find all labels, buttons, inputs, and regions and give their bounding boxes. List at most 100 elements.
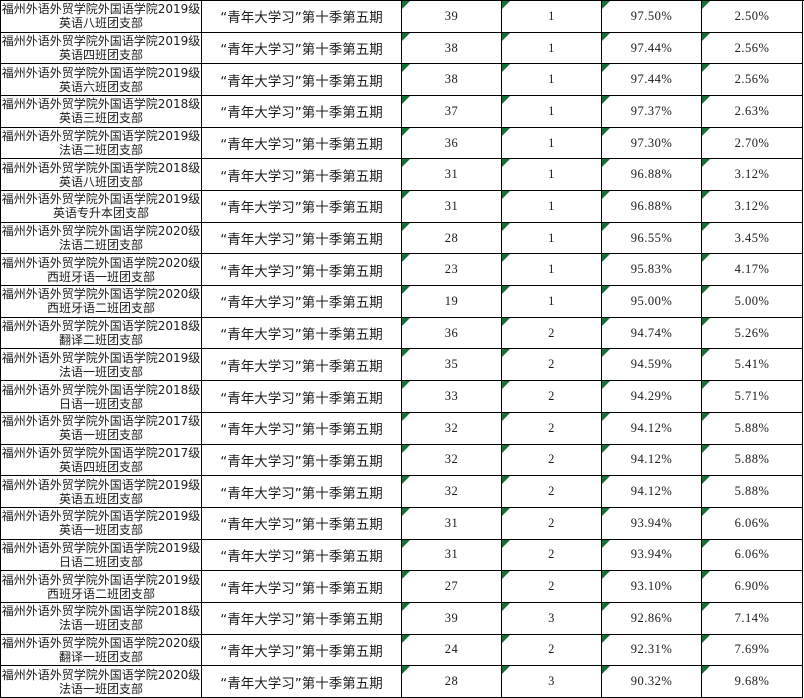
uncompleted-count-cell[interactable]: 1	[502, 96, 602, 128]
branch-name-cell[interactable]: 福州外语外贸学院外国语学院2019级 西班牙语二班团支部	[1, 571, 202, 603]
branch-name-cell[interactable]: 福州外语外贸学院外国语学院2019级 英语一班团支部	[1, 507, 202, 540]
uncompleted-count-cell[interactable]: 2	[502, 476, 602, 508]
completed-count-cell[interactable]: 31	[402, 539, 502, 572]
completion-rate-cell[interactable]: 97.50%	[602, 1, 702, 33]
completion-rate-cell[interactable]: 93.10%	[602, 571, 702, 603]
completed-count-cell[interactable]: 32	[402, 476, 502, 508]
completion-rate-cell[interactable]: 93.94%	[602, 539, 702, 572]
completed-count-cell[interactable]: 24	[402, 634, 502, 667]
uncompleted-rate-cell[interactable]: 7.14%	[702, 602, 803, 635]
branch-name-cell[interactable]: 福州外语外贸学院外国语学院2020级 西班牙语一班团支部	[1, 254, 202, 287]
completion-rate-cell[interactable]: 94.12%	[602, 444, 702, 477]
branch-name-cell[interactable]: 福州外语外贸学院外国语学院2018级 英语三班团支部	[1, 96, 202, 128]
study-period-cell[interactable]: “青年大学习”第十季第五期	[202, 444, 402, 477]
uncompleted-count-cell[interactable]: 2	[502, 381, 602, 413]
completion-rate-cell[interactable]: 94.29%	[602, 381, 702, 413]
study-period-cell[interactable]: “青年大学习”第十季第五期	[202, 539, 402, 572]
completed-count-cell[interactable]: 31	[402, 507, 502, 540]
study-period-cell[interactable]: “青年大学习”第十季第五期	[202, 254, 402, 287]
branch-name-cell[interactable]: 福州外语外贸学院外国语学院2020级 翻译一班团支部	[1, 634, 202, 667]
completion-rate-cell[interactable]: 94.12%	[602, 412, 702, 445]
completion-rate-cell[interactable]: 93.94%	[602, 507, 702, 540]
uncompleted-rate-cell[interactable]: 2.50%	[702, 1, 803, 33]
completed-count-cell[interactable]: 28	[402, 666, 502, 698]
completion-rate-cell[interactable]: 94.59%	[602, 349, 702, 382]
branch-name-cell[interactable]: 福州外语外贸学院外国语学院2019级 英语专升本团支部	[1, 191, 202, 223]
completed-count-cell[interactable]: 33	[402, 381, 502, 413]
branch-name-cell[interactable]: 福州外语外贸学院外国语学院2018级 法语一班团支部	[1, 602, 202, 635]
branch-name-cell[interactable]: 福州外语外贸学院外国语学院2020级 法语一班团支部	[1, 666, 202, 698]
completed-count-cell[interactable]: 31	[402, 159, 502, 192]
completed-count-cell[interactable]: 27	[402, 571, 502, 603]
study-period-cell[interactable]: “青年大学习”第十季第五期	[202, 222, 402, 255]
branch-name-cell[interactable]: 福州外语外贸学院外国语学院2019级 英语六班团支部	[1, 64, 202, 97]
uncompleted-count-cell[interactable]: 1	[502, 254, 602, 287]
branch-name-cell[interactable]: 福州外语外贸学院外国语学院2017级 英语一班团支部	[1, 412, 202, 445]
uncompleted-rate-cell[interactable]: 5.88%	[702, 444, 803, 477]
uncompleted-count-cell[interactable]: 2	[502, 349, 602, 382]
study-period-cell[interactable]: “青年大学习”第十季第五期	[202, 381, 402, 413]
completion-rate-cell[interactable]: 97.44%	[602, 32, 702, 65]
completion-rate-cell[interactable]: 95.00%	[602, 286, 702, 318]
uncompleted-rate-cell[interactable]: 6.06%	[702, 507, 803, 540]
uncompleted-rate-cell[interactable]: 4.17%	[702, 254, 803, 287]
study-period-cell[interactable]: “青年大学习”第十季第五期	[202, 507, 402, 540]
completed-count-cell[interactable]: 38	[402, 32, 502, 65]
uncompleted-rate-cell[interactable]: 7.69%	[702, 634, 803, 667]
completed-count-cell[interactable]: 39	[402, 602, 502, 635]
completed-count-cell[interactable]: 23	[402, 254, 502, 287]
study-period-cell[interactable]: “青年大学习”第十季第五期	[202, 1, 402, 33]
uncompleted-rate-cell[interactable]: 5.26%	[702, 317, 803, 350]
uncompleted-rate-cell[interactable]: 5.41%	[702, 349, 803, 382]
study-period-cell[interactable]: “青年大学习”第十季第五期	[202, 32, 402, 65]
branch-name-cell[interactable]: 福州外语外贸学院外国语学院2019级 英语五班团支部	[1, 476, 202, 508]
study-period-cell[interactable]: “青年大学习”第十季第五期	[202, 634, 402, 667]
branch-name-cell[interactable]: 福州外语外贸学院外国语学院2019级 英语八班团支部	[1, 1, 202, 33]
uncompleted-count-cell[interactable]: 1	[502, 1, 602, 33]
uncompleted-count-cell[interactable]: 1	[502, 222, 602, 255]
branch-name-cell[interactable]: 福州外语外贸学院外国语学院2019级 日语二班团支部	[1, 539, 202, 572]
branch-name-cell[interactable]: 福州外语外贸学院外国语学院2019级 法语二班团支部	[1, 127, 202, 160]
completion-rate-cell[interactable]: 96.55%	[602, 222, 702, 255]
uncompleted-rate-cell[interactable]: 2.70%	[702, 127, 803, 160]
uncompleted-rate-cell[interactable]: 5.71%	[702, 381, 803, 413]
completion-rate-cell[interactable]: 97.30%	[602, 127, 702, 160]
completed-count-cell[interactable]: 38	[402, 64, 502, 97]
completed-count-cell[interactable]: 39	[402, 1, 502, 33]
branch-name-cell[interactable]: 福州外语外贸学院外国语学院2019级 法语一班团支部	[1, 349, 202, 382]
completion-rate-cell[interactable]: 92.31%	[602, 634, 702, 667]
completed-count-cell[interactable]: 36	[402, 317, 502, 350]
uncompleted-count-cell[interactable]: 2	[502, 412, 602, 445]
uncompleted-count-cell[interactable]: 3	[502, 602, 602, 635]
completed-count-cell[interactable]: 32	[402, 412, 502, 445]
uncompleted-rate-cell[interactable]: 6.90%	[702, 571, 803, 603]
completed-count-cell[interactable]: 19	[402, 286, 502, 318]
uncompleted-count-cell[interactable]: 3	[502, 666, 602, 698]
uncompleted-rate-cell[interactable]: 2.56%	[702, 32, 803, 65]
completed-count-cell[interactable]: 36	[402, 127, 502, 160]
completed-count-cell[interactable]: 37	[402, 96, 502, 128]
uncompleted-count-cell[interactable]: 1	[502, 32, 602, 65]
uncompleted-count-cell[interactable]: 2	[502, 634, 602, 667]
uncompleted-count-cell[interactable]: 2	[502, 571, 602, 603]
study-period-cell[interactable]: “青年大学习”第十季第五期	[202, 317, 402, 350]
uncompleted-rate-cell[interactable]: 5.00%	[702, 286, 803, 318]
branch-name-cell[interactable]: 福州外语外贸学院外国语学院2020级 法语二班团支部	[1, 222, 202, 255]
study-period-cell[interactable]: “青年大学习”第十季第五期	[202, 412, 402, 445]
uncompleted-rate-cell[interactable]: 3.12%	[702, 191, 803, 223]
completion-rate-cell[interactable]: 96.88%	[602, 159, 702, 192]
completed-count-cell[interactable]: 32	[402, 444, 502, 477]
completion-rate-cell[interactable]: 94.74%	[602, 317, 702, 350]
branch-name-cell[interactable]: 福州外语外贸学院外国语学院2019级 英语四班团支部	[1, 32, 202, 65]
study-period-cell[interactable]: “青年大学习”第十季第五期	[202, 191, 402, 223]
branch-name-cell[interactable]: 福州外语外贸学院外国语学院2018级 翻译二班团支部	[1, 317, 202, 350]
study-period-cell[interactable]: “青年大学习”第十季第五期	[202, 476, 402, 508]
branch-name-cell[interactable]: 福州外语外贸学院外国语学院2017级 英语四班团支部	[1, 444, 202, 477]
uncompleted-rate-cell[interactable]: 5.88%	[702, 476, 803, 508]
study-period-cell[interactable]: “青年大学习”第十季第五期	[202, 159, 402, 192]
uncompleted-count-cell[interactable]: 1	[502, 159, 602, 192]
uncompleted-rate-cell[interactable]: 2.56%	[702, 64, 803, 97]
uncompleted-count-cell[interactable]: 2	[502, 539, 602, 572]
completion-rate-cell[interactable]: 97.37%	[602, 96, 702, 128]
uncompleted-rate-cell[interactable]: 6.06%	[702, 539, 803, 572]
